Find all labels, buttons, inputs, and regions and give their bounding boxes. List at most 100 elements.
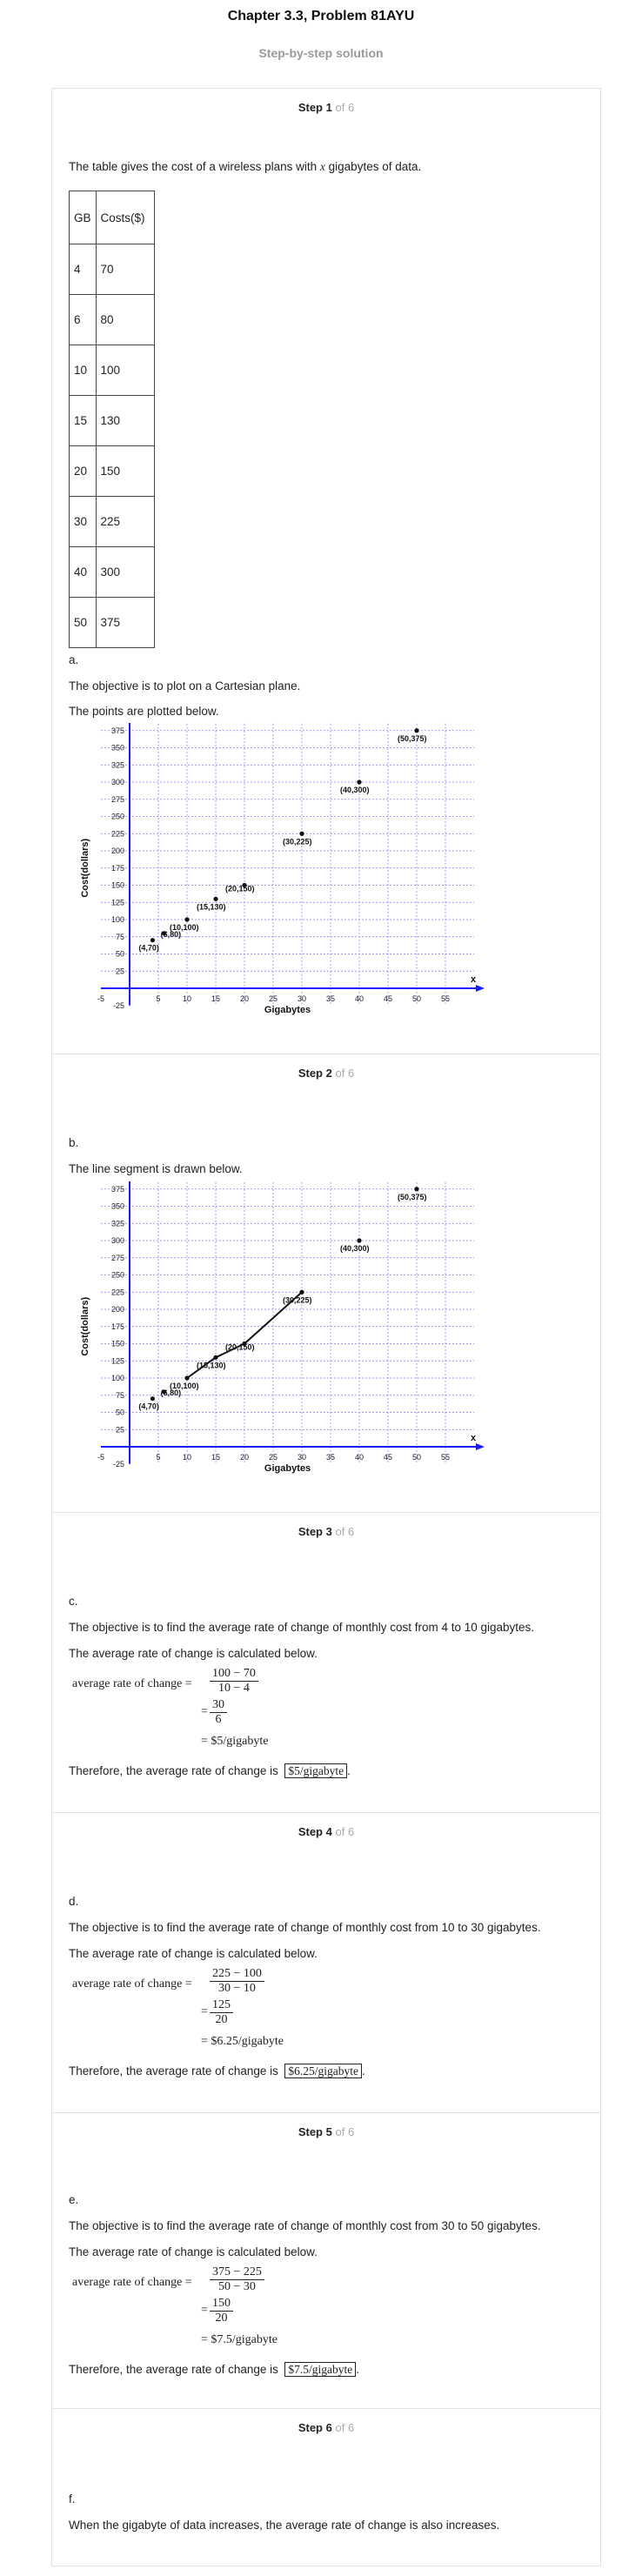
line-segment-chart-svg: xy-5510152025303540455055-25255075100125… [80,1168,485,1474]
step-card-1: Step 1 of 6 The table gives the cost of … [51,88,601,1055]
step-heading: Step 6 of 6 [52,2409,600,2434]
step-number: 4 [325,1825,332,1838]
data-point [414,1187,419,1192]
table-row: 50 375 [69,597,155,648]
step-number: 6 [325,2421,332,2434]
y-tick-label: 325 [111,1219,124,1228]
segment-text: The line segment is drawn below. [69,1162,243,1175]
step-word: Step [298,1067,323,1080]
point-label: (20,150) [225,1343,255,1352]
table-cell: 4 [69,244,97,295]
table-header-row: GB Costs($) [69,191,155,244]
table-cell: 100 [95,345,155,396]
equation-lhs: average rate of change = [72,1677,192,1690]
page-title: Chapter 3.3, Problem 81AYU [227,9,415,23]
intro-variable: x [319,160,325,173]
y-tick-label: 75 [116,1391,124,1400]
y-tick-label: 200 [111,1305,124,1314]
fraction-denominator: 6 [215,1713,222,1726]
fraction-denominator: 50 − 30 [218,2280,256,2293]
part-label: a. [69,653,79,666]
point-label: (30,225) [283,1295,312,1304]
step-number: 5 [325,2125,332,2138]
y-tick-label: 300 [111,778,124,786]
conclusion-text: Therefore, the average rate of change is… [69,2362,360,2377]
y-tick-label: 250 [111,813,124,821]
rate-equation: average rate of change = 225 − 100 30 − … [72,1967,420,2054]
step-number: 3 [325,1525,332,1538]
x-tick-label: 45 [384,1453,392,1462]
point-label: (15,130) [197,1361,226,1369]
objective-text: The objective is to plot on a Cartesian … [69,679,301,693]
y-tick-label: -25 [113,1001,124,1010]
step-of-total: of 6 [335,101,355,114]
simplified-fraction: 150 20 [210,2297,233,2325]
x-axis-title: Gigabytes [264,1463,311,1474]
fraction-numerator: 225 − 100 [210,1967,264,1982]
point-label: (10,100) [170,1382,199,1390]
step-of-total: of 6 [335,2125,355,2138]
intro-pre: The table gives the cost of a wireless p… [69,160,320,173]
table-cell: 150 [95,445,155,497]
fraction-denominator: 20 [215,2312,228,2325]
conclusion-prefix: Therefore, the average rate of change is [69,2064,278,2078]
x-tick-label: 30 [298,1453,306,1462]
x-tick-label: 25 [269,1453,278,1462]
data-point [162,1389,167,1395]
point-label: (15,130) [197,902,226,911]
equals-sign: = [201,2304,208,2317]
table-row: 6 80 [69,294,155,345]
part-label: d. [69,1895,79,1908]
step-card-3: Step 3 of 6 c. The objective is to find … [51,1512,601,1814]
table-cell: 30 [69,496,97,547]
x-tick-label: 30 [298,994,306,1003]
data-point [242,882,247,888]
objective-text: The objective is to find the average rat… [69,2219,541,2232]
table-row: 20 150 [69,445,155,497]
y-tick-label: 175 [111,864,124,873]
method-text: The average rate of change is calculated… [69,1947,318,1960]
y-tick-label: 125 [111,1356,124,1365]
difference-fraction: 225 − 100 30 − 10 [210,1967,264,1996]
fraction-denominator: 10 − 4 [218,1682,250,1695]
step-of-total: of 6 [335,1067,355,1080]
y-tick-label: 350 [111,744,124,753]
answer-box: $7.5/gigabyte [284,2362,357,2377]
fraction-numerator: 150 [210,2297,233,2312]
equals-sign: = [201,2005,208,2018]
table-cell: 225 [95,496,155,547]
equation-lhs: average rate of change = [72,1977,192,1991]
data-point [299,831,304,836]
step-card-2: Step 2 of 6 b. The line segment is drawn… [51,1054,601,1514]
x-tick-label: 25 [269,994,278,1003]
x-tick-label: 20 [240,994,249,1003]
part-label: f. [69,2492,76,2506]
y-tick-label: 275 [111,1254,124,1262]
data-point [414,728,419,733]
fraction-numerator: 30 [210,1698,227,1713]
step-word: Step [298,1825,323,1838]
step-heading: Step 2 of 6 [52,1054,600,1080]
equation-lhs: average rate of change = [72,2276,192,2289]
x-tick-label: 50 [412,1453,421,1462]
simplified-fraction: 125 20 [210,1998,233,2027]
x-axis-name: x [471,974,477,985]
step-heading: Step 1 of 6 [52,89,600,114]
y-tick-label: 100 [111,1374,124,1382]
table-cell: 130 [95,395,155,446]
table-cell: 10 [69,345,97,396]
scatter-chart-svg: xy-5510152025303540455055-25255075100125… [80,709,485,1015]
x-tick-label: -5 [97,994,104,1003]
plot-intro-text: The points are plotted below. [69,705,219,718]
step-number: 2 [325,1067,332,1080]
data-point [150,938,155,943]
x-tick-label: 20 [240,1453,249,1462]
y-tick-label: 150 [111,881,124,890]
x-axis-title: Gigabytes [264,1005,311,1015]
step-heading: Step 4 of 6 [52,1813,600,1838]
part-label: e. [69,2193,79,2206]
x-tick-label: 5 [156,994,160,1003]
data-point [357,779,362,785]
step-number: 1 [325,101,332,114]
x-tick-label: 55 [441,1453,450,1462]
